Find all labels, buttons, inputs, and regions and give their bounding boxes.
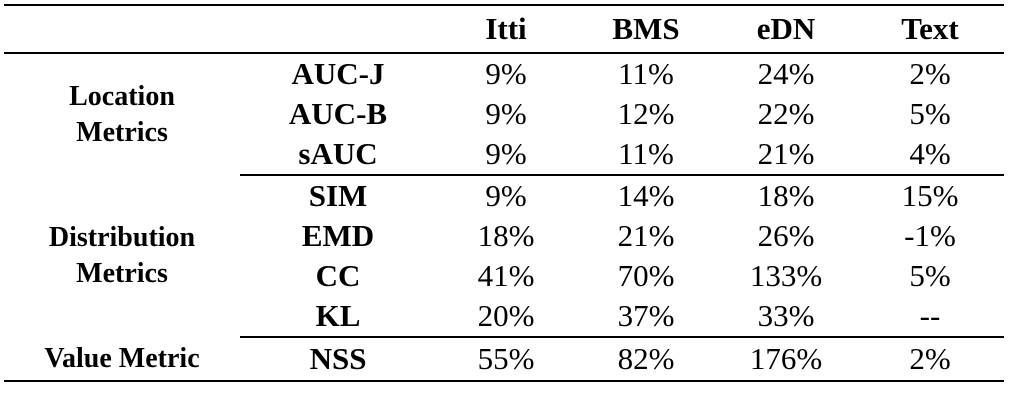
header-row: Itti BMS eDN Text [4, 4, 1004, 54]
group-label-line: Value Metric [44, 342, 200, 374]
group-label-location: Location Metrics [4, 53, 240, 175]
table-row: Location Metrics AUC-J 9% 11% 24% 2% [4, 53, 1004, 148]
table-row: KL 20% 37% 33% -- [4, 296, 1004, 338]
value-cell: 33% [716, 296, 856, 338]
value-cell: 9% [485, 178, 527, 213]
value-cell: 11% [576, 134, 716, 176]
value-cell: 11% [618, 56, 674, 91]
value-cell: 176% [716, 337, 856, 382]
header-text: Text [856, 4, 1004, 54]
value-cell: 18% [757, 178, 815, 213]
value-cell: 9% [485, 56, 527, 91]
table-row: EMD 18% 21% 26% -1% [4, 216, 1004, 256]
value-cell: 22% [757, 96, 815, 131]
group-label-line: Metrics [76, 258, 168, 289]
value-cell: 41% [477, 258, 535, 293]
value-cell: 5% [909, 96, 951, 131]
value-cell: 24% [757, 56, 815, 91]
value-cell: 2% [856, 337, 1004, 382]
value-cell: 18% [477, 218, 535, 253]
value-cell: 26% [757, 218, 815, 253]
header-group-cell [4, 4, 240, 54]
value-cell: 4% [856, 134, 1004, 176]
metric-name: NSS [240, 337, 436, 382]
value-cell: 70% [617, 258, 675, 293]
table-row: Distribution Metrics SIM 9% 14% 18% 15% [4, 175, 1004, 289]
header-metric-cell [240, 4, 436, 54]
metric-name: KL [240, 296, 436, 338]
value-cell: 5% [909, 258, 951, 293]
table-row: sAUC 9% 11% 21% 4% [4, 134, 1004, 176]
metric-name: AUC-J [291, 56, 385, 91]
header-edn: eDN [716, 4, 856, 54]
metric-name: EMD [301, 218, 375, 253]
group-label-distribution: Distribution Metrics [4, 175, 240, 337]
group-label-line: Metrics [76, 116, 168, 148]
metric-name: CC [315, 258, 361, 293]
value-cell: 21% [716, 134, 856, 176]
results-table-container: Itti BMS eDN Text Location Metrics AUC-J… [4, 4, 1004, 382]
table-body: Location Metrics AUC-J 9% 11% 24% 2% AUC… [4, 53, 1004, 382]
value-cell: 9% [485, 96, 527, 131]
value-cell: 2% [909, 56, 951, 91]
group-label-line: Distribution [48, 222, 196, 253]
value-cell: 21% [617, 218, 675, 253]
value-cell: 37% [576, 296, 716, 338]
metric-name: AUC-B [288, 96, 388, 131]
value-cell: 9% [436, 134, 576, 176]
value-cell: 55% [436, 337, 576, 382]
header-bms: BMS [576, 4, 716, 54]
group-label-line: Location [69, 80, 175, 112]
value-cell: 12% [617, 96, 675, 131]
table-row: CC 41% 70% 133% 5% [4, 256, 1004, 296]
table-header: Itti BMS eDN Text [4, 4, 1004, 54]
value-cell: 82% [576, 337, 716, 382]
value-cell: 14% [617, 178, 675, 213]
value-cell: 20% [436, 296, 576, 338]
results-table: Itti BMS eDN Text Location Metrics AUC-J… [4, 4, 1004, 382]
value-cell: -1% [904, 218, 956, 253]
value-cell: -- [856, 296, 1004, 338]
value-cell: 15% [901, 178, 959, 213]
header-itti: Itti [436, 4, 576, 54]
table-row: Value Metric NSS 55% 82% 176% 2% [4, 337, 1004, 382]
metric-name: sAUC [240, 134, 436, 176]
value-cell: 133% [749, 258, 823, 293]
table-row: AUC-B 9% 12% 22% 5% [4, 94, 1004, 134]
metric-name: SIM [308, 178, 368, 213]
group-label-value: Value Metric [4, 337, 240, 382]
